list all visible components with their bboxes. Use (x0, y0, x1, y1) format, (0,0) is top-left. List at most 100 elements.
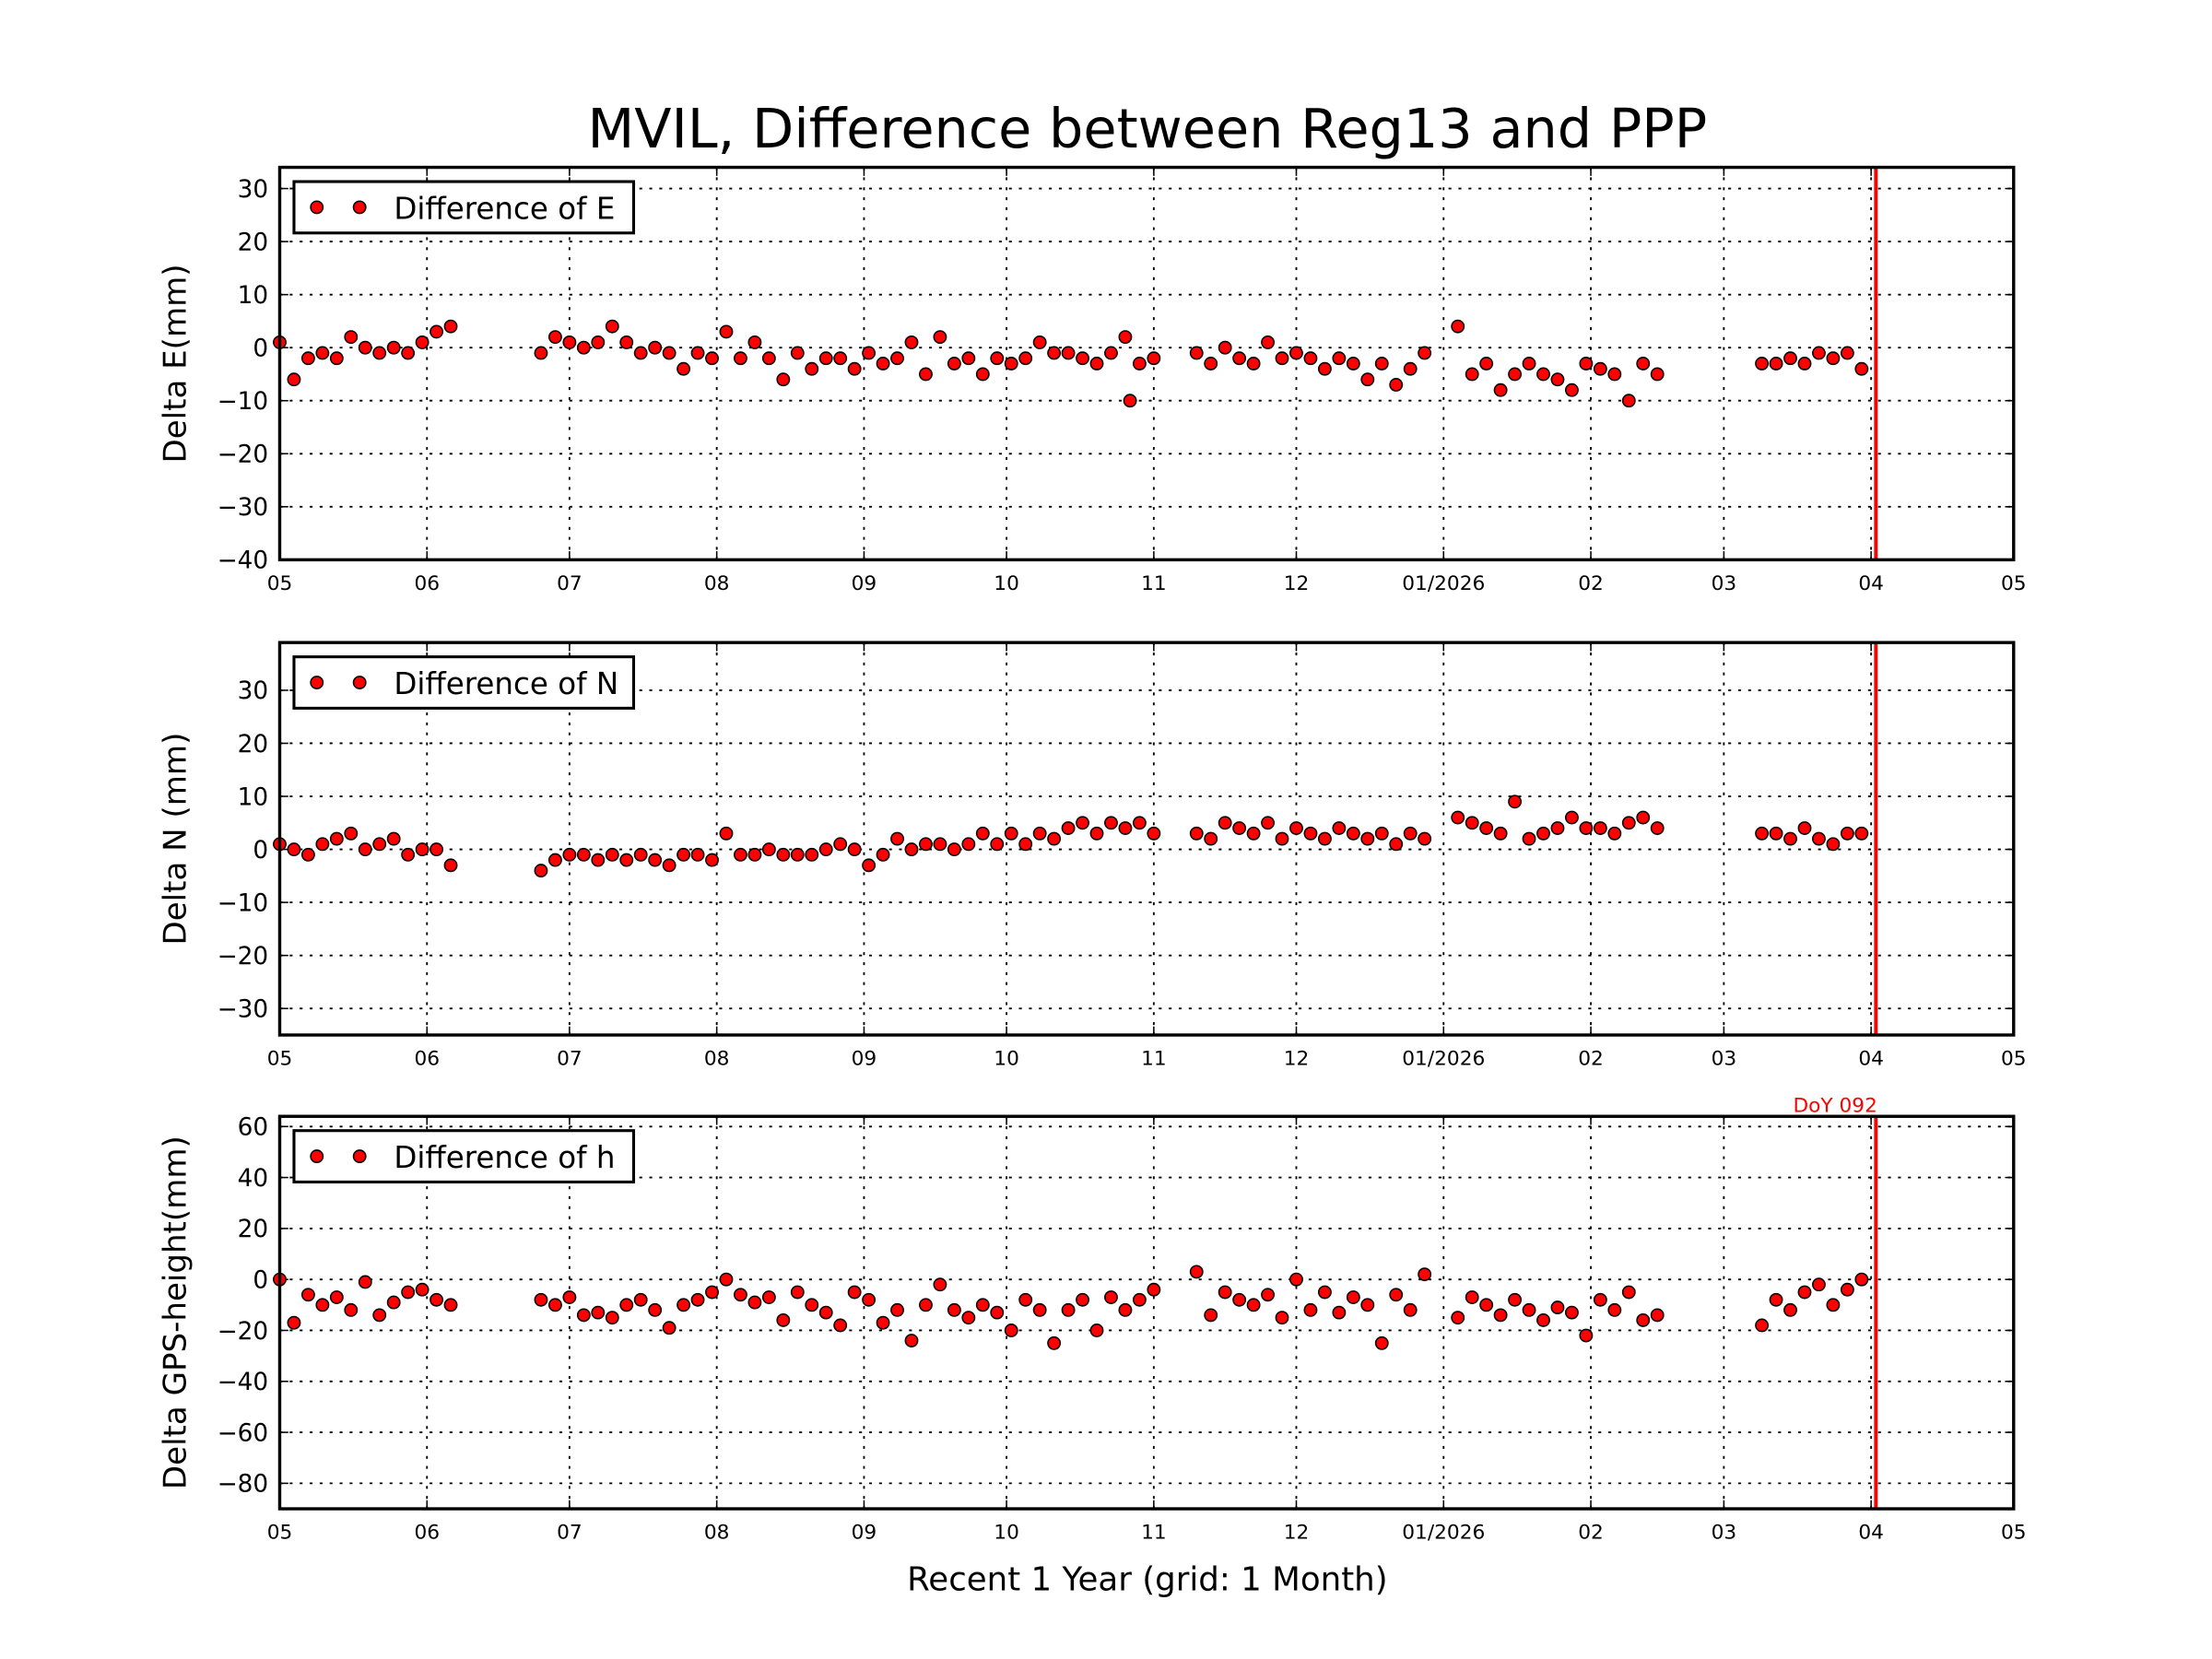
x-tick-label: 03 (1712, 1047, 1737, 1070)
data-point (690, 847, 705, 862)
data-point (1389, 837, 1404, 852)
data-point (662, 346, 677, 360)
data-point (648, 853, 663, 867)
data-point (990, 1305, 1005, 1320)
data-point (1289, 821, 1303, 835)
data-point (1374, 826, 1389, 841)
data-point (1289, 346, 1303, 360)
data-point (1218, 340, 1232, 355)
x-tick-label: 11 (1141, 1047, 1167, 1070)
data-point (790, 346, 805, 360)
data-point (429, 842, 444, 857)
legend-marker (352, 676, 367, 689)
x-tick-label: 09 (852, 1522, 877, 1545)
data-point (862, 1292, 877, 1307)
data-point (776, 372, 791, 387)
data-point (961, 837, 976, 852)
x-tick-label: 05 (267, 572, 293, 595)
data-point (1204, 357, 1218, 371)
y-tick-label: 10 (238, 783, 268, 811)
x-tick-label: 11 (1141, 572, 1167, 595)
data-point (1189, 826, 1204, 841)
data-point (677, 847, 691, 862)
data-point (833, 1318, 848, 1333)
data-point (1332, 1305, 1347, 1320)
data-point (904, 335, 919, 349)
data-point (1246, 1298, 1261, 1312)
data-point (1332, 821, 1347, 835)
data-point (761, 1290, 776, 1304)
data-point (1104, 1290, 1118, 1304)
data-point (990, 351, 1005, 366)
data-point (605, 847, 619, 862)
data-point (1579, 357, 1594, 371)
data-point (747, 847, 762, 862)
data-point (1465, 1290, 1479, 1304)
data-point (401, 346, 416, 360)
data-point (386, 340, 401, 355)
data-point (761, 842, 776, 857)
data-point (287, 842, 301, 857)
data-point (315, 837, 330, 852)
data-point (1493, 382, 1508, 397)
y-tick-label: −40 (218, 547, 269, 575)
data-point (1204, 831, 1218, 846)
data-point (776, 847, 791, 862)
data-point (1089, 1324, 1104, 1337)
data-point (1047, 346, 1062, 360)
data-point (947, 1302, 961, 1317)
data-point (776, 1312, 791, 1327)
y-tick-label: −40 (218, 1369, 269, 1396)
y-tick-label: 20 (238, 731, 268, 759)
data-point (605, 1311, 619, 1325)
x-tick-label: 03 (1712, 1522, 1737, 1545)
data-point (443, 1298, 458, 1312)
data-point (705, 853, 719, 867)
data-point (818, 351, 833, 366)
data-point (1218, 1285, 1232, 1300)
data-point (1317, 1285, 1332, 1300)
y-tick-label: −60 (218, 1419, 269, 1447)
data-point (890, 1302, 904, 1317)
legend-marker (310, 676, 324, 689)
data-point (1403, 1302, 1418, 1317)
reference-line-label: DoY 092 (1793, 1095, 1877, 1118)
data-point (1479, 357, 1494, 371)
data-point (300, 847, 315, 862)
data-point (662, 1321, 677, 1335)
x-tick-label: 02 (1578, 1047, 1604, 1070)
chart-title: MVIL, Difference between Reg13 and PPP (588, 97, 1708, 160)
x-tick-label: 01/2026 (1402, 1522, 1485, 1545)
data-point (1593, 821, 1607, 835)
data-point (1564, 810, 1579, 825)
data-point (1089, 357, 1104, 371)
x-tick-label: 12 (1284, 1047, 1310, 1070)
data-point (747, 335, 762, 349)
x-tick-label: 06 (414, 572, 440, 595)
x-tick-label: 07 (557, 1047, 582, 1070)
data-point (677, 361, 691, 376)
data-point (1275, 351, 1289, 366)
data-point (1650, 1308, 1665, 1323)
data-point (1246, 826, 1261, 841)
data-point (933, 837, 947, 852)
x-tick-label: 07 (557, 572, 582, 595)
data-point (1289, 1272, 1303, 1287)
x-tick-label: 01/2026 (1402, 572, 1485, 595)
data-point (300, 1288, 315, 1302)
data-point (1303, 1302, 1318, 1317)
data-point (372, 1308, 387, 1323)
data-point (1123, 394, 1137, 408)
x-tick-label: 07 (557, 1522, 582, 1545)
data-point (1332, 351, 1347, 366)
data-point (1607, 826, 1622, 841)
data-point (862, 346, 877, 360)
data-point (300, 351, 315, 366)
data-point (443, 319, 458, 334)
x-tick-label: 11 (1141, 1522, 1167, 1545)
data-point (1550, 821, 1565, 835)
data-point (633, 847, 648, 862)
data-point (790, 1285, 805, 1300)
data-point (1360, 831, 1375, 846)
data-point (576, 340, 591, 355)
